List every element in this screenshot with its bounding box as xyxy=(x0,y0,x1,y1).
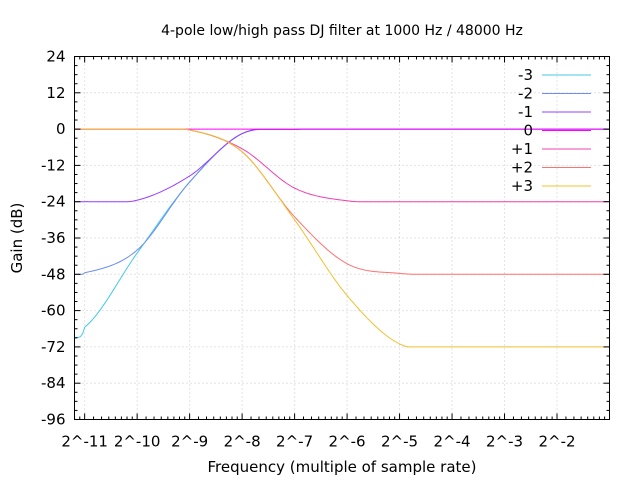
legend-label: -2 xyxy=(518,85,533,103)
y-tick-label: -84 xyxy=(41,374,66,392)
x-tick-label: 2^-8 xyxy=(224,433,261,451)
legend-label: -1 xyxy=(518,103,533,121)
x-tick-label: 2^-5 xyxy=(381,433,418,451)
x-axis-tick-labels: 2^-11 2^-10 2^-9 2^-8 2^-7 2^-6 2^-5 2^-4 2^-3 2^… xyxy=(61,433,575,451)
legend-label: +1 xyxy=(511,140,533,158)
y-tick-label: 24 xyxy=(46,48,65,66)
x-axis-label: Frequency (multiple of sample rate) xyxy=(208,458,477,476)
x-tick-label: 2^-4 xyxy=(434,433,471,451)
y-axis-tick-labels: 24 12 0 -12 -24 -36 -48 -60 -72 -84 -96 xyxy=(41,48,66,429)
legend-label: +3 xyxy=(511,177,533,195)
y-tick-label: -24 xyxy=(41,193,66,211)
legend-label: -3 xyxy=(518,66,533,84)
y-tick-label: -48 xyxy=(41,265,66,283)
legend-label: 0 xyxy=(523,122,533,140)
legend-label: +2 xyxy=(511,159,533,177)
y-tick-label: -96 xyxy=(41,411,66,429)
chart-title: 4-pole low/high pass DJ filter at 1000 H… xyxy=(161,23,523,39)
y-tick-label: 0 xyxy=(56,120,66,138)
y-tick-label: -36 xyxy=(41,229,66,247)
legend: -3-2-10+1+2+3 xyxy=(511,66,591,195)
x-tick-label: 2^-10 xyxy=(114,433,161,451)
x-tick-label: 2^-9 xyxy=(171,433,208,451)
axis-ticks xyxy=(74,56,610,420)
series-line-6 xyxy=(74,128,610,348)
y-tick-label: -12 xyxy=(41,156,66,174)
x-tick-label: 2^-7 xyxy=(276,433,313,451)
x-tick-label: 2^-2 xyxy=(538,433,575,451)
y-axis-label: Gain (dB) xyxy=(8,203,26,274)
y-tick-label: -72 xyxy=(41,338,66,356)
series-layer xyxy=(74,128,610,348)
x-tick-label: 2^-11 xyxy=(61,433,108,451)
grid-lines xyxy=(74,56,610,420)
x-tick-label: 2^-3 xyxy=(486,433,523,451)
y-tick-label: 12 xyxy=(46,84,65,102)
x-tick-label: 2^-6 xyxy=(329,433,366,451)
y-tick-label: -60 xyxy=(41,302,66,320)
